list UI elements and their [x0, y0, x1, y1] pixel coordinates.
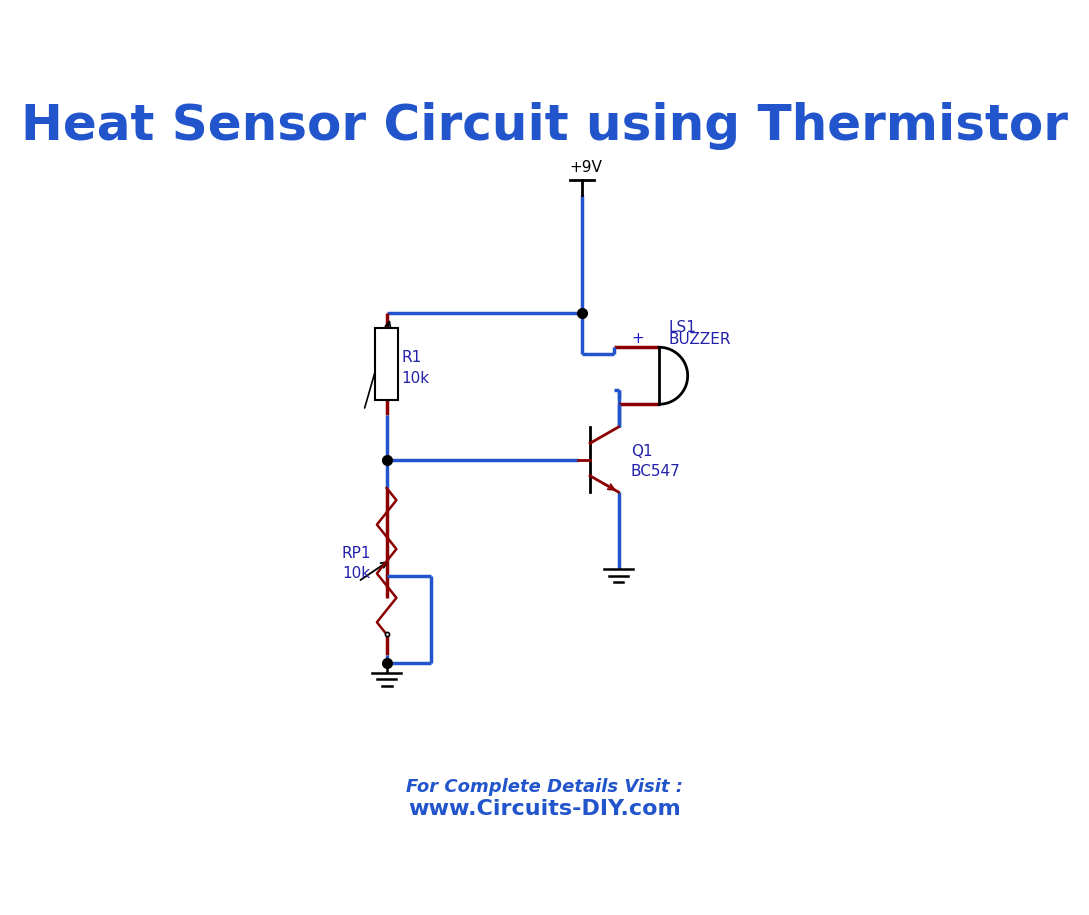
Text: LS1: LS1 [669, 320, 697, 335]
Bar [376, 328, 399, 400]
Text: R1: R1 [401, 350, 421, 365]
Text: 10k: 10k [342, 566, 370, 581]
Text: For Complete Details Visit :: For Complete Details Visit : [406, 779, 683, 796]
Text: +9V: +9V [570, 160, 602, 175]
Text: 10k: 10k [401, 371, 429, 386]
Text: RP1: RP1 [342, 545, 371, 561]
Text: BC547: BC547 [631, 464, 681, 479]
Text: Q1: Q1 [631, 444, 652, 459]
Text: BUZZER: BUZZER [669, 332, 732, 348]
Text: Heat Sensor Circuit using Thermistor: Heat Sensor Circuit using Thermistor [21, 102, 1068, 150]
Text: www.Circuits-DIY.com: www.Circuits-DIY.com [408, 800, 681, 819]
Text: +: + [632, 330, 645, 346]
